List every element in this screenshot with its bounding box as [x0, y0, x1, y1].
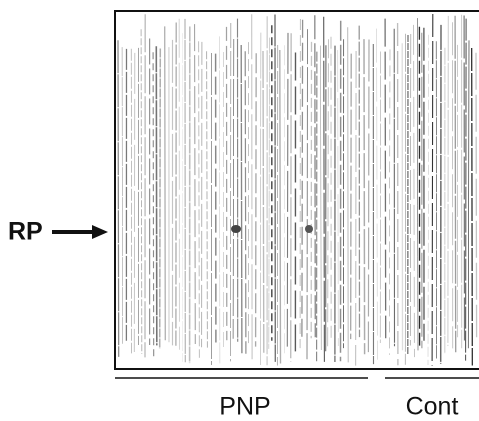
streak	[431, 13, 434, 366]
band-spot	[231, 225, 241, 233]
streak	[262, 50, 265, 353]
blot-frame	[114, 10, 479, 370]
streak	[417, 18, 419, 351]
streak	[363, 39, 366, 355]
streak	[314, 15, 316, 338]
arrow-head	[92, 225, 108, 239]
streak	[389, 49, 391, 355]
streak	[117, 40, 120, 357]
streak	[467, 40, 470, 349]
streak	[404, 33, 406, 365]
streak	[320, 45, 322, 351]
streak	[409, 33, 412, 346]
streak	[413, 24, 415, 358]
streak	[286, 32, 289, 347]
streak	[347, 27, 349, 363]
streak	[152, 52, 155, 361]
streak	[206, 51, 208, 348]
streak	[376, 28, 378, 360]
streak	[240, 44, 243, 354]
streak	[475, 52, 478, 338]
streak	[454, 15, 457, 353]
streak	[155, 46, 158, 346]
streak	[306, 29, 308, 360]
group-label: Cont	[406, 393, 459, 421]
streak	[140, 29, 143, 355]
blot-streaks	[117, 13, 478, 366]
streak	[244, 51, 247, 354]
streak	[471, 47, 473, 366]
streak	[350, 53, 352, 340]
streak	[384, 18, 387, 339]
streak	[327, 39, 329, 352]
streak	[301, 19, 304, 342]
group-label: PNP	[219, 393, 270, 421]
streak	[323, 16, 325, 362]
arrow-label: RP	[8, 218, 43, 246]
streak	[465, 18, 467, 361]
streak	[260, 32, 262, 366]
streak	[194, 24, 196, 345]
streak	[254, 53, 257, 347]
streak	[130, 48, 133, 354]
streak	[279, 49, 282, 364]
streak	[158, 48, 162, 349]
streak	[121, 47, 123, 344]
streak	[268, 37, 270, 349]
streak	[232, 38, 235, 339]
streak	[133, 52, 136, 353]
streak	[355, 50, 357, 366]
streak	[367, 39, 370, 353]
streak	[427, 34, 429, 366]
band-spot	[305, 225, 313, 233]
